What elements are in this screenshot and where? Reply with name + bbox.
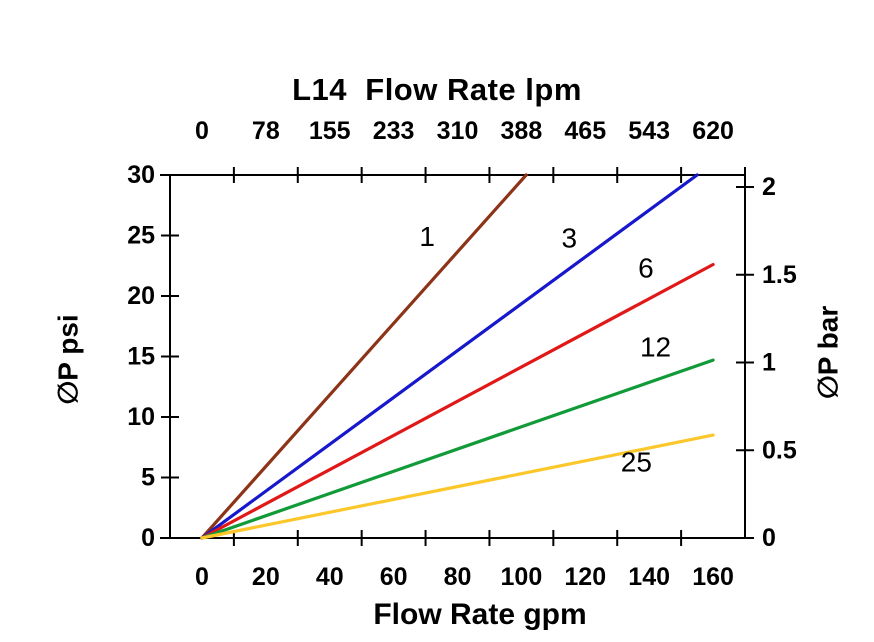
x-top-tick-label: 78: [252, 117, 280, 145]
x-bottom-tick-label: 0: [195, 563, 209, 591]
x-top-tick-label: 310: [437, 117, 479, 145]
series-line-25: [200, 433, 715, 540]
series-line-12: [200, 358, 715, 540]
x-top-tick-label: 0: [195, 117, 209, 145]
x-bottom-tick-label: 60: [380, 563, 408, 591]
x-bottom-tick-label: 40: [316, 563, 344, 591]
y-left-tick-label: 0: [141, 524, 155, 552]
y-left-tick-label: 30: [127, 161, 155, 189]
x-bottom-tick-label: 140: [628, 563, 670, 591]
y-left-tick-label: 15: [127, 343, 155, 371]
y-left-tick-label: 20: [127, 282, 155, 310]
series-label-12: 12: [640, 331, 671, 362]
x-bottom-tick-label: 20: [252, 563, 280, 591]
y-left-tick-label: 5: [141, 464, 155, 492]
x-top-tick-label: 543: [628, 117, 670, 145]
series-label-6: 6: [638, 253, 654, 284]
x-top-tick-label: 388: [501, 117, 543, 145]
y-left-tick-label: 25: [127, 222, 155, 250]
y-right-tick-label: 2: [762, 173, 776, 201]
x-bottom-tick-label: 160: [692, 563, 734, 591]
y-right-tick-label: 0.5: [762, 436, 797, 464]
x-top-tick-label: 465: [564, 117, 606, 145]
y-right-tick-label: 0: [762, 524, 776, 552]
series-line-1: [200, 173, 528, 540]
x-bottom-tick-label: 120: [564, 563, 606, 591]
x-top-tick-label: 620: [692, 117, 734, 145]
x-top-tick-label: 233: [373, 117, 415, 145]
x-top-tick-label: 155: [309, 117, 351, 145]
y-right-tick-label: 1: [762, 349, 776, 377]
x-bottom-tick-label: 100: [501, 563, 543, 591]
series-label-25: 25: [621, 446, 652, 477]
chart-title: L14 Flow Rate lpm: [292, 72, 582, 107]
y-left-tick-label: 10: [127, 403, 155, 431]
x-bottom-tick-label: 80: [444, 563, 472, 591]
series-label-3: 3: [562, 222, 578, 253]
series-line-3: [200, 173, 699, 540]
series-line-6: [200, 262, 715, 540]
x-bottom-axis-title: Flow Rate gpm: [373, 598, 587, 631]
series-label-1: 1: [419, 221, 435, 252]
y-right-tick-label: 1.5: [762, 261, 797, 289]
